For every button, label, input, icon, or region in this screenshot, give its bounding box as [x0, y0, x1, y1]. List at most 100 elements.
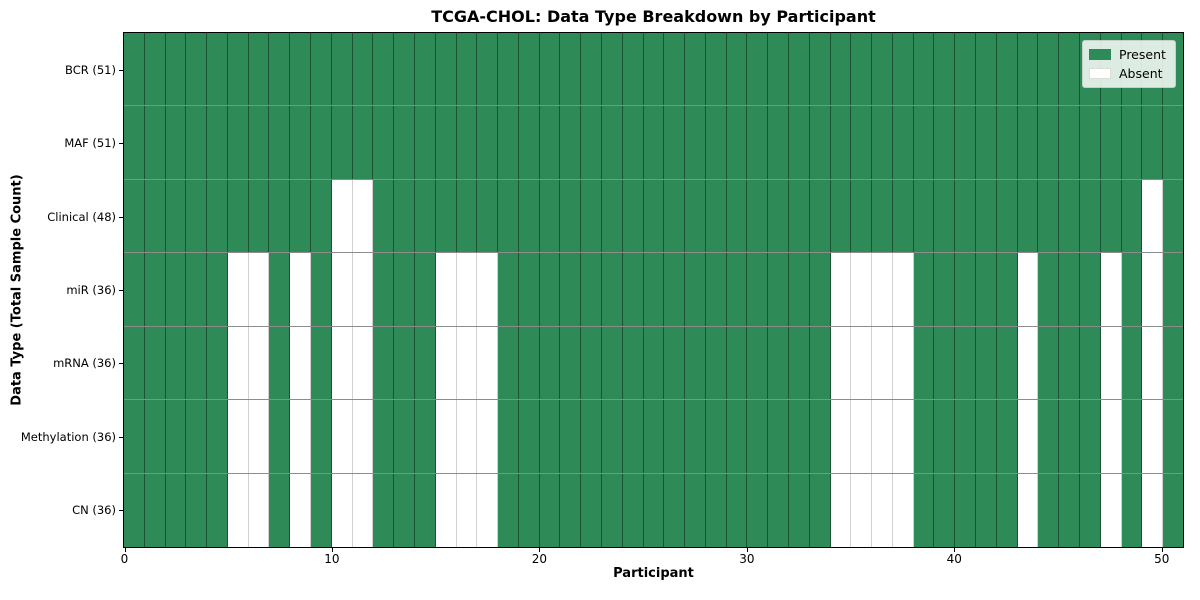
heatmap-cell: [622, 179, 644, 253]
heatmap-cell: [394, 106, 415, 179]
heatmap-cell: [581, 473, 602, 547]
heatmap-cell: [996, 33, 1018, 106]
heatmap-cell: [414, 326, 436, 400]
heatmap-cell: [913, 326, 935, 400]
y-tick-label-mir: miR (36): [66, 283, 116, 297]
heatmap-cell: [976, 253, 997, 326]
heatmap-cell: [892, 326, 914, 400]
heatmap-row-clinical: [124, 179, 1183, 254]
heatmap-cell: [186, 106, 208, 179]
heatmap-cell: [830, 400, 852, 473]
heatmap-cell: [872, 253, 893, 326]
heatmap-cell: [124, 253, 145, 326]
y-tick-label-clinical: Clinical (48): [47, 209, 116, 224]
heatmap-cell: [1038, 326, 1060, 400]
heatmap-cell: [726, 179, 748, 253]
heatmap-cell: [539, 253, 561, 326]
heatmap-cell: [165, 33, 187, 106]
heatmap-cell: [996, 106, 1018, 179]
heatmap-cell: [976, 473, 997, 547]
heatmap-cell: [1059, 33, 1080, 106]
heatmap-cell: [892, 400, 914, 473]
heatmap-cell: [435, 33, 457, 106]
heatmap-cell: [435, 106, 457, 179]
heatmap-cell: [477, 33, 499, 106]
heatmap-cell: [394, 400, 415, 473]
heatmap-cell: [1079, 473, 1101, 547]
heatmap-cell: [913, 473, 935, 547]
heatmap-cell: [311, 179, 332, 253]
heatmap-cell: [809, 326, 831, 400]
heatmap-cell: [435, 473, 457, 547]
heatmap-cell: [705, 400, 727, 473]
heatmap-cell: [872, 106, 893, 179]
x-tick: [746, 548, 748, 552]
heatmap-cell: [768, 179, 789, 253]
heatmap-cell: [830, 253, 852, 326]
heatmap-cell: [373, 33, 395, 106]
y-tick-label-mrna: mRNA (36): [53, 356, 116, 371]
heatmap-cell: [124, 400, 145, 473]
heatmap-cell: [851, 253, 873, 326]
heatmap-cell: [227, 400, 249, 473]
heatmap-cell: [498, 179, 519, 253]
heatmap-cell: [124, 326, 145, 400]
heatmap-cell: [685, 326, 706, 400]
heatmap-cell: [165, 473, 187, 547]
heatmap-cell: [290, 400, 312, 473]
heatmap-cell: [976, 400, 997, 473]
heatmap-cell: [789, 253, 810, 326]
heatmap-cell: [789, 106, 810, 179]
heatmap-cell: [996, 400, 1018, 473]
heatmap-cell: [1163, 179, 1183, 253]
heatmap-cell: [207, 473, 228, 547]
heatmap-cell: [414, 253, 436, 326]
heatmap-cell: [165, 253, 187, 326]
heatmap-cell: [768, 473, 789, 547]
heatmap-cell: [1038, 253, 1060, 326]
chart-title: TCGA-CHOL: Data Type Breakdown by Partic…: [431, 7, 876, 26]
heatmap-cell: [1142, 253, 1164, 326]
heatmap-cell: [331, 253, 353, 326]
heatmap-cell: [643, 33, 665, 106]
heatmap-cell: [394, 326, 415, 400]
heatmap-cell: [352, 253, 374, 326]
y-tick-label-cn: CN (36): [72, 502, 116, 517]
heatmap-cell: [976, 179, 997, 253]
heatmap-cell: [186, 179, 208, 253]
heatmap-cell: [269, 326, 291, 400]
heatmap-cell: [705, 253, 727, 326]
heatmap-cell: [352, 400, 374, 473]
heatmap-cell: [207, 179, 228, 253]
heatmap-cell: [726, 253, 748, 326]
heatmap-cell: [643, 253, 665, 326]
heatmap-cell: [872, 473, 893, 547]
heatmap-cell: [144, 179, 166, 253]
heatmap-cell: [747, 253, 769, 326]
heatmap-cell: [165, 400, 187, 473]
heatmap-cell: [560, 473, 582, 547]
heatmap-cell: [934, 106, 956, 179]
heatmap-row-mir: [124, 253, 1183, 327]
heatmap-cell: [352, 179, 374, 253]
heatmap-cell: [331, 326, 353, 400]
heatmap-cell: [1059, 106, 1080, 179]
heatmap-cell: [1121, 253, 1143, 326]
heatmap-cell: [1163, 253, 1183, 326]
heatmap-cell: [768, 253, 789, 326]
heatmap-cell: [996, 326, 1018, 400]
heatmap-cell: [934, 33, 956, 106]
heatmap-cell: [477, 253, 499, 326]
x-tick-label: 0: [120, 552, 129, 566]
heatmap-cell: [955, 33, 977, 106]
heatmap-cell: [373, 400, 395, 473]
y-tick-label-bcr: BCR (51): [65, 63, 116, 78]
heatmap-cell: [1017, 473, 1039, 547]
heatmap-cell: [311, 106, 332, 179]
heatmap-cell: [560, 33, 582, 106]
heatmap-cell: [996, 253, 1018, 326]
heatmap-cell: [227, 253, 249, 326]
heatmap-cell: [1059, 400, 1080, 473]
heatmap-cell: [248, 400, 270, 473]
heatmap-cell: [186, 400, 208, 473]
